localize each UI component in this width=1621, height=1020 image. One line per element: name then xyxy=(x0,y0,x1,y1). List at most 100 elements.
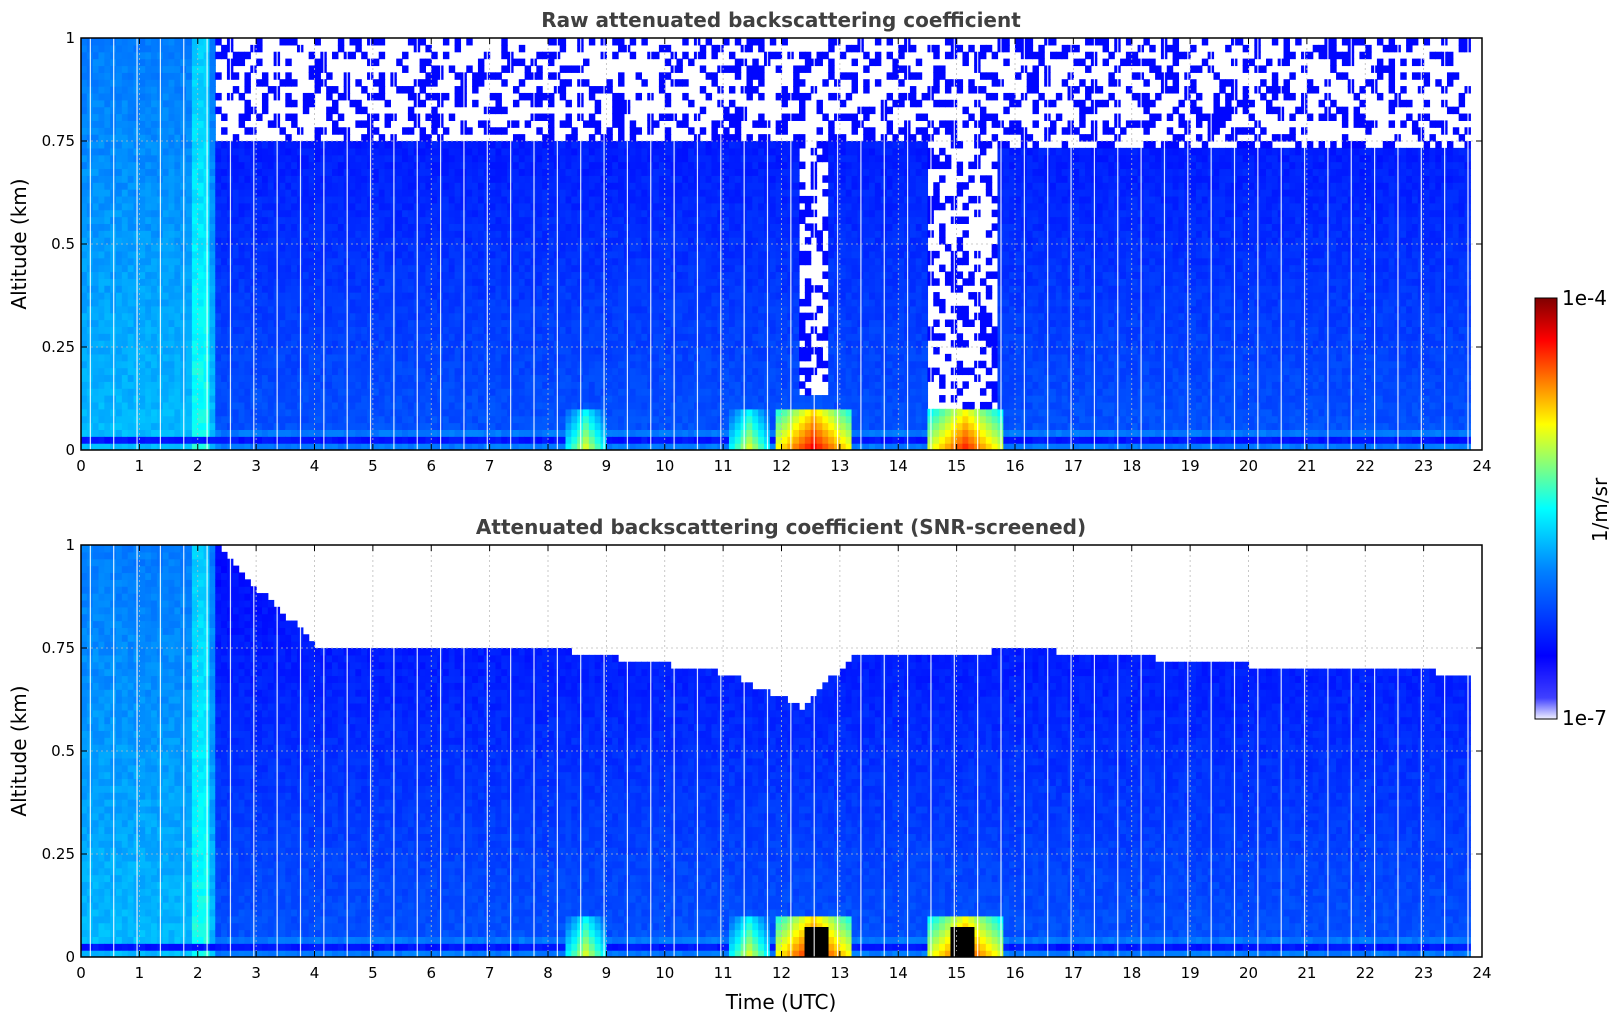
heatmap-cell xyxy=(594,257,602,266)
heatmap-cell xyxy=(407,367,415,376)
heatmap-cell xyxy=(98,161,105,170)
heatmap-cell xyxy=(565,189,572,197)
heatmap-cell xyxy=(121,292,129,300)
heatmap-cell xyxy=(536,99,543,108)
heatmap-cell xyxy=(232,408,240,417)
heatmap-cell xyxy=(548,134,555,142)
heatmap-cell xyxy=(279,154,286,163)
heatmap-cell xyxy=(186,353,193,362)
heatmap-cell xyxy=(232,161,240,170)
heatmap-cell xyxy=(127,154,135,163)
heatmap-cell xyxy=(332,189,339,197)
heatmap-cell xyxy=(191,292,199,300)
heatmap-cell xyxy=(524,216,532,224)
heatmap-cell xyxy=(209,415,216,424)
heatmap-cell xyxy=(238,312,246,321)
heatmap-cell xyxy=(548,209,555,218)
heatmap-cell xyxy=(92,422,100,430)
heatmap-cell xyxy=(629,367,637,376)
heatmap-cell xyxy=(302,333,310,341)
heatmap-cell xyxy=(583,195,590,204)
heatmap-cell xyxy=(168,189,175,197)
heatmap-cell xyxy=(542,422,549,430)
heatmap-cell xyxy=(594,422,602,430)
heatmap-cell xyxy=(431,401,438,410)
heatmap-cell xyxy=(162,285,170,293)
heatmap-cell xyxy=(448,154,456,163)
heatmap-cell xyxy=(267,271,275,279)
heatmap-cell xyxy=(104,340,111,348)
heatmap-cell xyxy=(612,237,619,245)
heatmap-cell xyxy=(612,422,619,430)
heatmap-cell xyxy=(361,443,368,450)
heatmap-cell xyxy=(209,292,216,300)
heatmap-cell xyxy=(588,230,596,238)
heatmap-cell xyxy=(548,223,555,231)
heatmap-cell xyxy=(495,264,502,273)
heatmap-cell xyxy=(512,223,520,231)
heatmap-cell xyxy=(209,367,216,376)
heatmap-cell xyxy=(197,79,205,87)
heatmap-cell xyxy=(419,278,427,286)
heatmap-cell xyxy=(139,237,146,245)
heatmap-cell xyxy=(174,250,181,259)
heatmap-cell xyxy=(396,422,403,430)
heatmap-cell xyxy=(337,154,345,163)
heatmap-cell xyxy=(326,367,333,376)
heatmap-cell xyxy=(267,264,275,273)
heatmap-cell xyxy=(232,223,240,231)
heatmap-cell xyxy=(378,292,386,300)
heatmap-cell xyxy=(536,51,543,60)
heatmap-cell xyxy=(501,340,508,348)
heatmap-cell xyxy=(162,367,170,376)
heatmap-cell xyxy=(378,182,386,190)
heatmap-cell xyxy=(518,189,526,197)
heatmap-cell xyxy=(349,436,356,444)
heatmap-cell xyxy=(121,250,129,259)
heatmap-cell xyxy=(372,257,380,266)
heatmap-cell xyxy=(355,415,362,424)
heatmap-cell xyxy=(291,340,298,348)
heatmap-cell xyxy=(536,223,543,231)
heatmap-cell xyxy=(98,244,105,252)
heatmap-cell xyxy=(238,353,246,362)
heatmap-cell xyxy=(302,395,310,403)
heatmap-cell xyxy=(121,408,129,417)
heatmap-cell xyxy=(92,120,100,128)
heatmap-cell xyxy=(92,58,100,67)
heatmap-cell xyxy=(501,305,508,314)
heatmap-cell xyxy=(151,44,158,53)
heatmap-cell xyxy=(256,381,263,389)
heatmap-cell xyxy=(536,216,543,224)
heatmap-cell xyxy=(174,216,181,224)
heatmap-cell xyxy=(448,65,456,73)
heatmap-cell xyxy=(267,374,275,382)
heatmap-cell xyxy=(326,333,333,341)
heatmap-cell xyxy=(104,381,111,389)
heatmap-cell xyxy=(425,360,432,369)
heatmap-cell xyxy=(583,340,590,348)
heatmap-cell xyxy=(355,141,362,149)
heatmap-cell xyxy=(536,326,543,334)
heatmap-cell xyxy=(139,86,146,94)
heatmap-cell xyxy=(232,388,240,396)
heatmap-cell xyxy=(191,223,199,231)
heatmap-cell xyxy=(407,223,415,231)
heatmap-cell xyxy=(291,436,298,444)
heatmap-cell xyxy=(524,388,532,396)
heatmap-cell xyxy=(501,333,508,341)
heatmap-cell xyxy=(565,134,572,142)
heatmap-cell xyxy=(431,216,438,224)
heatmap-cell xyxy=(425,58,432,67)
heatmap-cell xyxy=(121,209,129,218)
heatmap-cell xyxy=(121,353,129,362)
heatmap-cell xyxy=(378,195,386,204)
heatmap-cell xyxy=(238,401,246,410)
heatmap-cell xyxy=(501,367,508,376)
heatmap-cell xyxy=(454,209,462,218)
heatmap-cell xyxy=(121,244,129,252)
heatmap-cell xyxy=(98,381,105,389)
heatmap-cell xyxy=(215,367,222,376)
heatmap-cell xyxy=(326,264,333,273)
heatmap-cell xyxy=(121,147,129,156)
